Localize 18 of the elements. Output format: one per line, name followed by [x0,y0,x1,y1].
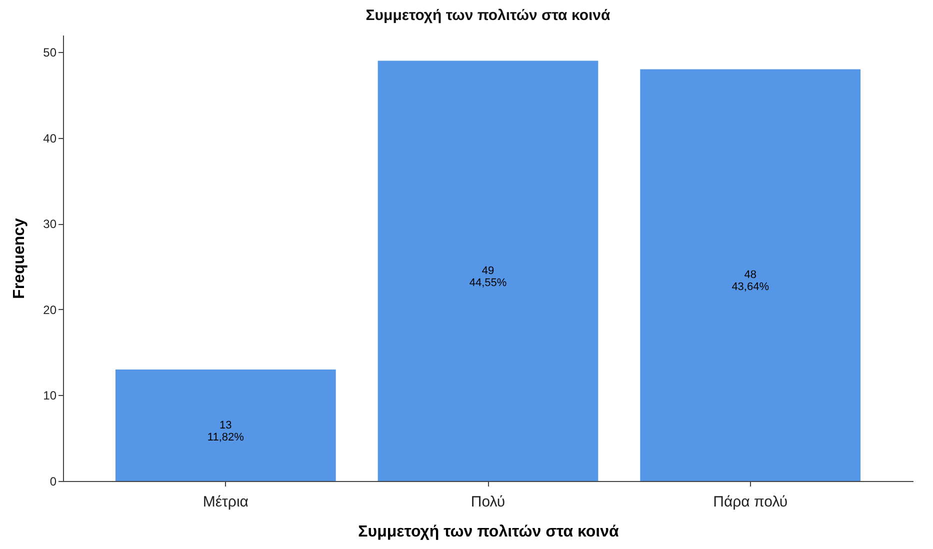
x-tick-label: Μέτρια [202,494,249,510]
y-tick-label: 50 [43,46,57,60]
y-tick-label: 20 [43,302,57,317]
y-tick-label: 0 [50,474,57,488]
bar [115,370,336,481]
x-tick-label: Πολύ [470,494,506,510]
chart-title: Συμμετοχή των πολιτών στα κοινά [366,7,611,24]
bar [378,60,598,481]
x-axis-title: Συμμετοχή των πολιτών στα κοινά [358,524,620,540]
y-tick-label: 10 [43,388,57,403]
y-tick-label: 30 [43,217,57,232]
data-label: 49 44,55% [469,264,507,289]
y-tick-label: 40 [43,131,57,146]
data-label: 48 43,64% [732,269,770,294]
bar [640,69,861,481]
data-label: 13 11,82% [207,419,244,444]
x-tick-label: Πάρα πολύ [713,494,788,510]
y-axis-title: Frequency [11,218,28,299]
